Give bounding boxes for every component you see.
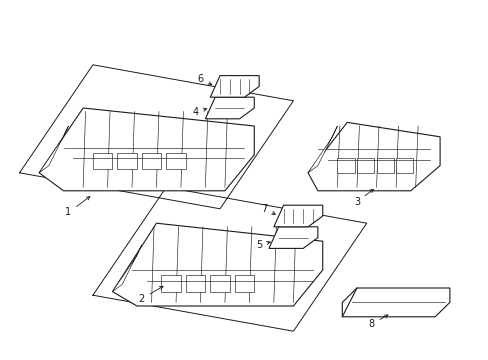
Bar: [356, 158, 373, 173]
Bar: [166, 153, 185, 169]
Polygon shape: [205, 97, 254, 119]
Bar: [93, 153, 112, 169]
Text: 4: 4: [192, 107, 206, 117]
Bar: [142, 153, 161, 169]
Polygon shape: [307, 122, 439, 191]
Polygon shape: [307, 126, 337, 173]
Text: 2: 2: [139, 286, 163, 304]
Text: 3: 3: [353, 189, 373, 207]
Polygon shape: [273, 205, 322, 227]
Bar: [395, 158, 412, 173]
Text: 8: 8: [368, 315, 387, 329]
Polygon shape: [210, 76, 259, 97]
Polygon shape: [112, 245, 142, 292]
Bar: [210, 275, 229, 292]
Bar: [117, 153, 137, 169]
Polygon shape: [112, 223, 322, 306]
Polygon shape: [39, 126, 68, 173]
Bar: [337, 158, 354, 173]
Text: 1: 1: [65, 197, 90, 217]
Text: 6: 6: [197, 74, 211, 85]
Bar: [376, 158, 393, 173]
Bar: [234, 275, 254, 292]
Bar: [161, 275, 181, 292]
Text: 5: 5: [256, 240, 270, 250]
Bar: [185, 275, 205, 292]
Polygon shape: [268, 227, 317, 248]
Text: 7: 7: [261, 204, 275, 215]
Polygon shape: [342, 288, 449, 317]
Polygon shape: [39, 108, 254, 191]
